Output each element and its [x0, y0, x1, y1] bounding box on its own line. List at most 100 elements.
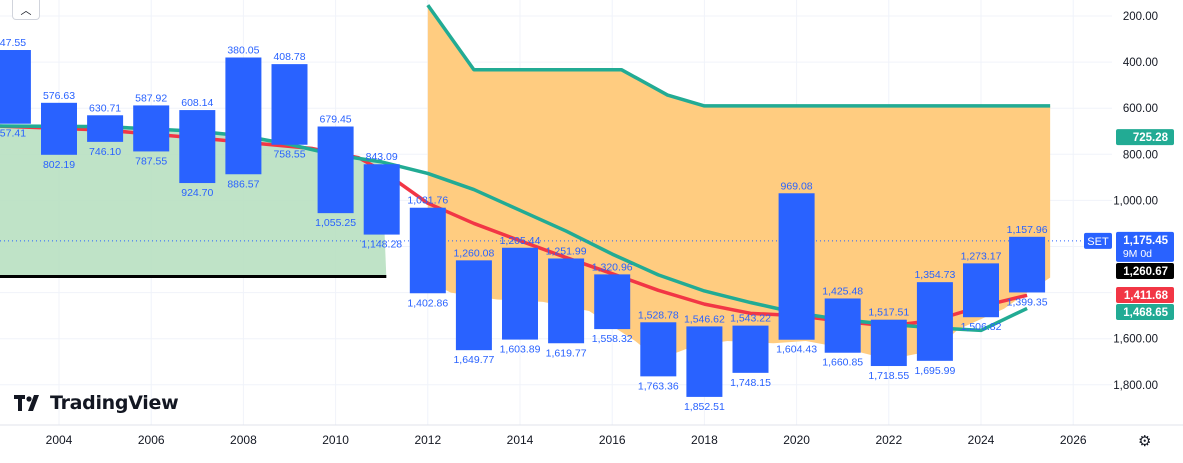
candle-top-label-2016: 1,320.96	[592, 261, 633, 273]
x-tick-label: 2004	[46, 433, 73, 447]
candle-top-label-2004: 576.63	[43, 90, 75, 102]
collapse-button[interactable]: ︿	[12, 0, 40, 20]
candle-2020	[778, 193, 815, 340]
candle-bottom-label-2003: 57.41	[0, 128, 26, 140]
candle-top-label-2015: 1,251.99	[546, 245, 587, 257]
left-area-shape	[0, 125, 387, 277]
price-tag: 1,175.45	[1123, 235, 1168, 247]
candle-2013	[455, 260, 492, 351]
candle-top-label-2009: 408.78	[273, 51, 305, 63]
y-axis[interactable]: 200.00 400.00 600.00 800.00 1,000.00 1,600.00…	[1113, 11, 1158, 392]
y-tick-label: 200.00	[1123, 11, 1158, 23]
candle-top-label-2005: 630.71	[89, 102, 121, 114]
candle-2025	[1009, 236, 1046, 293]
candle-bottom-label-2017: 1,763.36	[638, 380, 679, 392]
candle-2005	[87, 115, 124, 142]
candle-bottom-label-2014: 1,603.89	[500, 344, 541, 356]
candle-2008	[225, 57, 262, 175]
candle-top-label-2012: 1,031.76	[407, 195, 448, 207]
candle-bottom-label-2004: 802.19	[43, 159, 75, 171]
candles[interactable]: 47.55 57.41 576.63 802.19 630.71 746.10 587.92…	[0, 37, 1048, 413]
price-tag: 725.28	[1133, 132, 1169, 144]
candle-2003	[0, 50, 31, 124]
candle-2010	[317, 126, 354, 214]
chevron-up-icon: ︿	[20, 4, 32, 17]
symbol-tag: SET	[1087, 236, 1109, 248]
candle-2023	[916, 282, 953, 361]
candle-top-label-2019: 1,543.22	[730, 313, 771, 325]
candle-bottom-label-2020: 1,604.43	[776, 344, 817, 356]
candle-2017	[640, 322, 677, 377]
x-tick-label: 2012	[414, 433, 441, 447]
candle-2015	[548, 258, 585, 344]
candle-2024	[963, 263, 999, 318]
left-area-fill	[0, 125, 387, 277]
x-tick-label: 2010	[322, 433, 349, 447]
candle-2011	[363, 164, 400, 235]
candle-2022	[870, 319, 907, 367]
x-tick-label: 2024	[968, 433, 995, 447]
tradingview-logo-icon	[14, 395, 39, 411]
candle-bottom-label-2016: 1,558.32	[592, 333, 633, 345]
candle-top-label-2010: 679.45	[320, 114, 352, 126]
x-tick-label: 2022	[875, 433, 902, 447]
x-tick-label: 2020	[783, 433, 810, 447]
tradingview-logo[interactable]: TradingView	[14, 392, 179, 414]
x-tick-label: 2008	[230, 433, 257, 447]
price-tag-subtext: 9M 0d	[1123, 248, 1152, 260]
candle-2009	[271, 64, 308, 145]
candle-bottom-label-2024: 1,506.82	[961, 321, 1002, 333]
x-axis[interactable]: 2004 2006 2008 2010 2012 2014 2016 2018 2020 2022…	[0, 424, 1183, 447]
candle-2019	[732, 325, 769, 373]
candle-bottom-label-2025: 1,399.35	[1007, 296, 1048, 308]
price-tag: 1,468.65	[1123, 307, 1168, 319]
candle-bottom-label-2019: 1,748.15	[730, 377, 771, 389]
symbol-tag-bg	[1084, 232, 1112, 249]
candle-top-label-2023: 1,354.73	[914, 269, 955, 281]
candle-bottom-label-2011: 1,148.28	[361, 239, 402, 251]
price-tag-bg	[1116, 263, 1174, 279]
x-tick-label: 2016	[599, 433, 626, 447]
y-tick-label: 600.00	[1123, 103, 1158, 115]
candle-2021	[824, 298, 861, 353]
candle-top-label-2021: 1,425.48	[822, 285, 863, 297]
candle-bottom-label-2023: 1,695.99	[914, 365, 955, 377]
price-tag-bg	[1116, 304, 1174, 320]
candle-top-label-2011: 843.09	[366, 151, 398, 163]
gear-icon[interactable]: ⚙	[1138, 433, 1152, 450]
candle-top-label-2018: 1,546.62	[684, 313, 725, 325]
candle-bottom-label-2012: 1,402.86	[407, 297, 448, 309]
candle-bottom-label-2009: 758.55	[273, 149, 305, 161]
y-tick-label: 800.00	[1123, 149, 1158, 161]
candle-bottom-label-2006: 787.55	[135, 155, 167, 167]
line-ma_teal_band_top	[426, 4, 1051, 108]
y-tick-label: 400.00	[1123, 57, 1158, 69]
candle-bottom-label-2015: 1,619.77	[546, 347, 587, 359]
candle-bottom-label-2010: 1,055.25	[315, 217, 356, 229]
candle-2004	[41, 102, 77, 155]
candle-2007	[179, 110, 216, 184]
x-tick-label: 2014	[507, 433, 534, 447]
candle-2006	[133, 105, 170, 152]
y-tick-label: 1,000.00	[1113, 195, 1158, 207]
y-tick-label: 1,800.00	[1113, 380, 1158, 392]
x-tick-label: 2026	[1060, 433, 1087, 447]
candle-top-label-2013: 1,260.08	[453, 247, 494, 259]
price-tag-bg	[1116, 129, 1174, 146]
candle-bottom-label-2013: 1,649.77	[453, 354, 494, 366]
candle-top-label-2025: 1,157.96	[1007, 224, 1048, 236]
candle-2012	[409, 207, 446, 294]
x-tick-label: 2018	[691, 433, 718, 447]
price-tag-bg	[1116, 231, 1174, 262]
candle-bottom-label-2005: 746.10	[89, 146, 121, 158]
x-tick-label: 2006	[138, 433, 165, 447]
candle-bottom-label-2007: 924.70	[181, 187, 213, 199]
y-tick-label: 1,600.00	[1113, 334, 1158, 346]
candle-bottom-label-2022: 1,718.55	[868, 370, 909, 382]
candle-2018	[686, 326, 723, 397]
candle-bottom-label-2021: 1,660.85	[822, 357, 863, 369]
candle-top-label-2020: 969.08	[781, 180, 813, 192]
candle-2016	[594, 274, 631, 330]
